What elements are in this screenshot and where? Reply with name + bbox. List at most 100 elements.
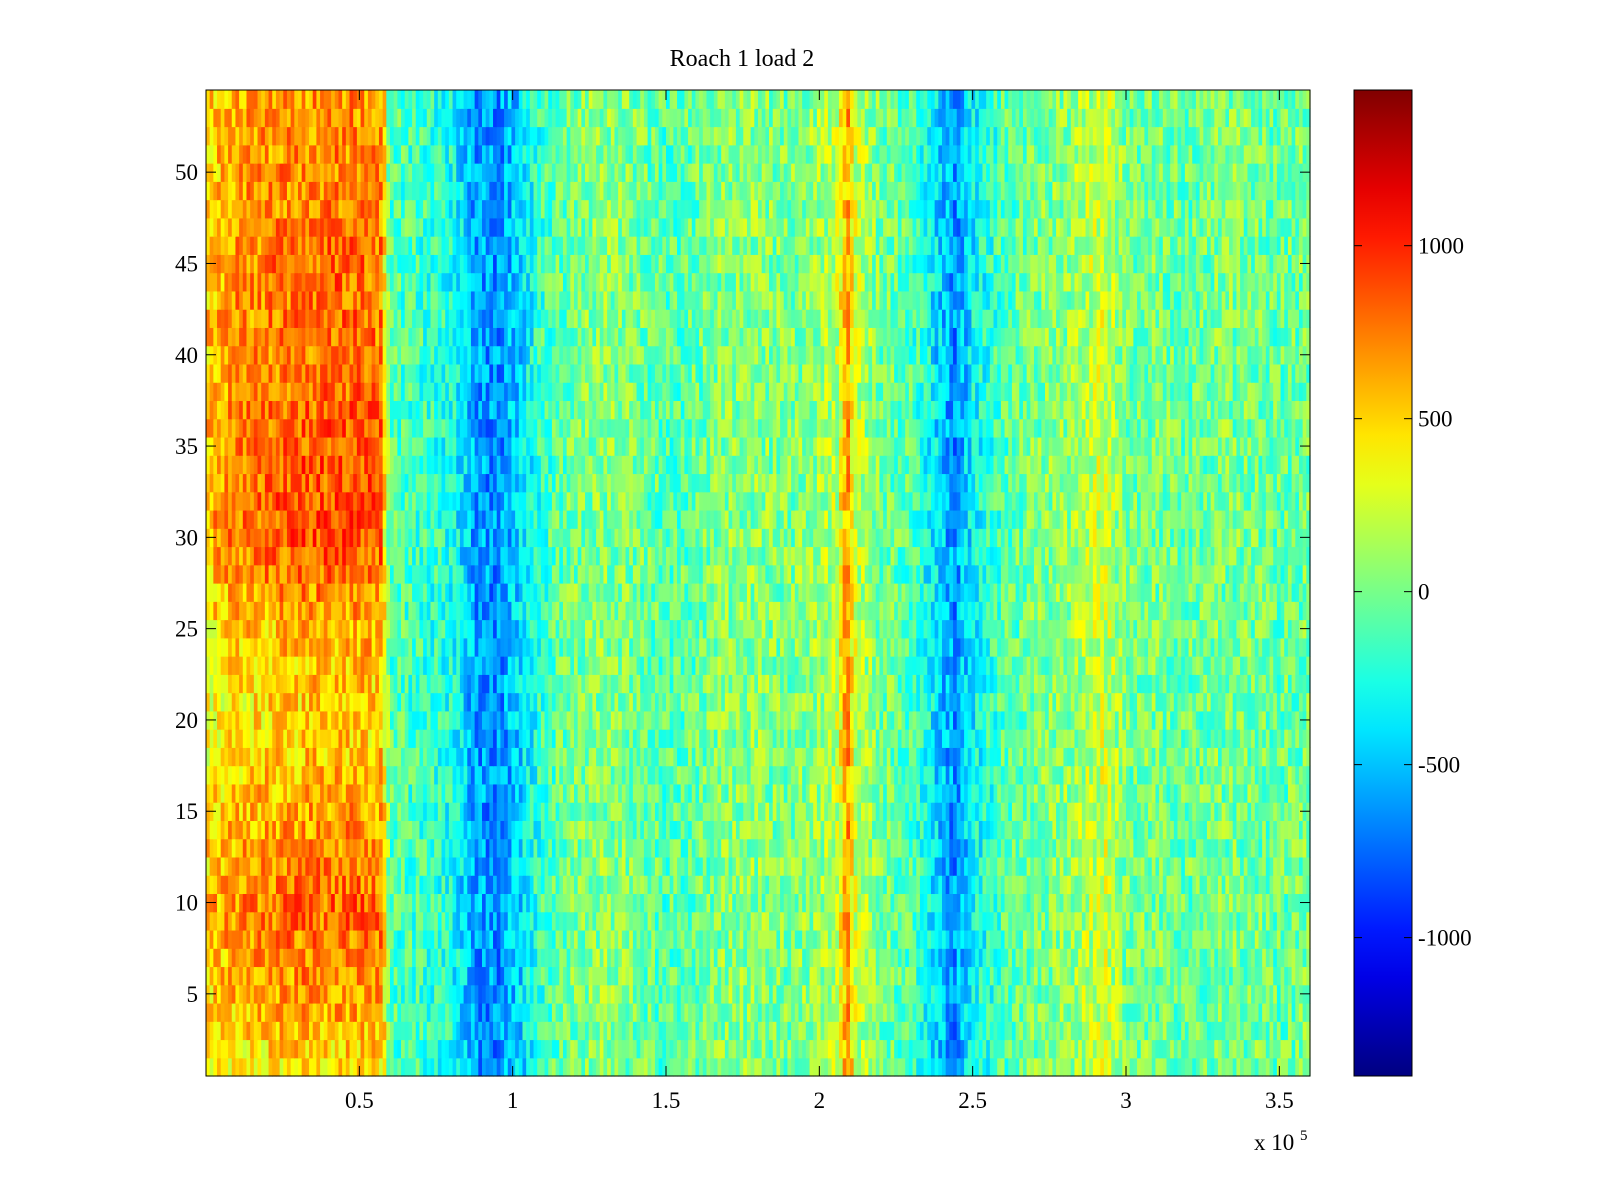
- heatmap-cell: [1206, 838, 1212, 858]
- heatmap-cell: [776, 1039, 781, 1059]
- heatmap-cell: [1199, 783, 1204, 803]
- heatmap-cell: [1074, 929, 1079, 949]
- heatmap-cell: [1144, 966, 1149, 986]
- heatmap-cell: [1240, 838, 1245, 858]
- heatmap-cell: [1041, 893, 1046, 913]
- heatmap-cell: [360, 929, 365, 949]
- heatmap-cell: [724, 984, 730, 1004]
- heatmap-cell: [820, 893, 825, 913]
- heatmap-cell: [765, 1002, 770, 1022]
- heatmap-cell: [835, 966, 840, 986]
- heatmap-cell: [529, 856, 535, 876]
- heatmap-cell: [1265, 929, 1271, 949]
- heatmap-cell: [621, 856, 627, 876]
- heatmap-cell: [268, 838, 273, 858]
- heatmap-cell: [813, 1039, 818, 1059]
- heatmap-cell: [367, 1021, 373, 1041]
- heatmap-cell: [1137, 856, 1142, 876]
- heatmap-cell: [1229, 838, 1234, 858]
- heatmap-cell: [397, 893, 402, 913]
- heatmap-cell: [353, 966, 358, 986]
- heatmap-cell: [1129, 984, 1134, 1004]
- heatmap-cell: [1133, 1002, 1138, 1022]
- heatmap-cell: [721, 1021, 726, 1041]
- heatmap-cell: [838, 1021, 844, 1041]
- heatmap-cell: [769, 765, 774, 785]
- heatmap-cell: [309, 875, 314, 895]
- heatmap-cell: [780, 820, 785, 840]
- heatmap-cell: [334, 875, 340, 895]
- heatmap-cell: [699, 1021, 704, 1041]
- heatmap-cell: [853, 783, 858, 803]
- heatmap-cell: [596, 765, 601, 785]
- heatmap-cell: [607, 783, 612, 803]
- heatmap-cell: [217, 802, 222, 821]
- heatmap-cell: [758, 1057, 763, 1077]
- heatmap-cell: [945, 1021, 950, 1041]
- heatmap-cell: [894, 802, 899, 821]
- heatmap-cell: [1037, 856, 1042, 876]
- heatmap-cell: [783, 838, 789, 858]
- heatmap-cell: [886, 783, 892, 803]
- heatmap-cell: [235, 966, 240, 986]
- heatmap-cell: [721, 911, 726, 931]
- heatmap-cell: [1269, 966, 1274, 986]
- heatmap-cell: [559, 765, 564, 785]
- heatmap-cell: [853, 1002, 858, 1022]
- heatmap-cell: [279, 1039, 284, 1059]
- heatmap-cell: [415, 948, 421, 968]
- heatmap-cell: [1030, 1057, 1035, 1077]
- heatmap-cell: [1155, 1057, 1160, 1077]
- heatmap-cell: [224, 929, 229, 949]
- heatmap-cell: [603, 783, 608, 803]
- heatmap-cell: [419, 856, 424, 876]
- heatmap-cell: [1048, 838, 1053, 858]
- heatmap-cell: [305, 1021, 310, 1041]
- heatmap-cell: [654, 1021, 660, 1041]
- heatmap-cell: [452, 820, 457, 840]
- heatmap-cell: [540, 966, 546, 986]
- heatmap-cell: [1092, 984, 1098, 1004]
- heatmap-cell: [691, 1057, 697, 1077]
- heatmap-cell: [938, 911, 943, 931]
- heatmap-cell: [743, 966, 748, 986]
- heatmap-cell: [434, 966, 439, 986]
- heatmap-cell: [691, 838, 697, 858]
- heatmap-cell: [1096, 783, 1101, 803]
- heatmap-cell: [1192, 856, 1197, 876]
- heatmap-cell: [456, 948, 461, 968]
- heatmap-cell: [721, 1002, 726, 1022]
- heatmap-cell: [1291, 1039, 1296, 1059]
- heatmap-cell: [1162, 1039, 1168, 1059]
- heatmap-cell: [570, 783, 575, 803]
- heatmap-cell: [459, 1039, 465, 1059]
- heatmap-cell: [1096, 893, 1101, 913]
- heatmap-cell: [1011, 1002, 1017, 1022]
- heatmap-cell: [529, 929, 535, 949]
- heatmap-cell: [1254, 984, 1260, 1004]
- heatmap-cell: [953, 929, 958, 949]
- heatmap-cell: [1070, 783, 1076, 803]
- heatmap-cell: [691, 765, 697, 785]
- heatmap-cell: [353, 1039, 358, 1059]
- heatmap-cell: [294, 820, 299, 840]
- heatmap-cell: [1298, 783, 1304, 803]
- heatmap-cell: [879, 856, 884, 876]
- heatmap-cell: [1287, 820, 1293, 840]
- heatmap-cell: [776, 802, 781, 821]
- heatmap-cell: [684, 856, 689, 876]
- heatmap-cell: [942, 966, 947, 986]
- heatmap-cell: [286, 893, 292, 913]
- heatmap-cell: [206, 765, 211, 785]
- heatmap-cell: [537, 820, 542, 840]
- heatmap-cell: [1126, 1002, 1131, 1022]
- heatmap-cell: [544, 820, 549, 840]
- heatmap-cell: [286, 856, 292, 876]
- heatmap-cell: [1151, 911, 1157, 931]
- heatmap-cell: [691, 1039, 697, 1059]
- heatmap-cell: [853, 765, 858, 785]
- heatmap-cell: [673, 765, 678, 785]
- heatmap-cell: [967, 875, 973, 895]
- heatmap-cell: [1111, 1039, 1116, 1059]
- heatmap-cell: [566, 783, 571, 803]
